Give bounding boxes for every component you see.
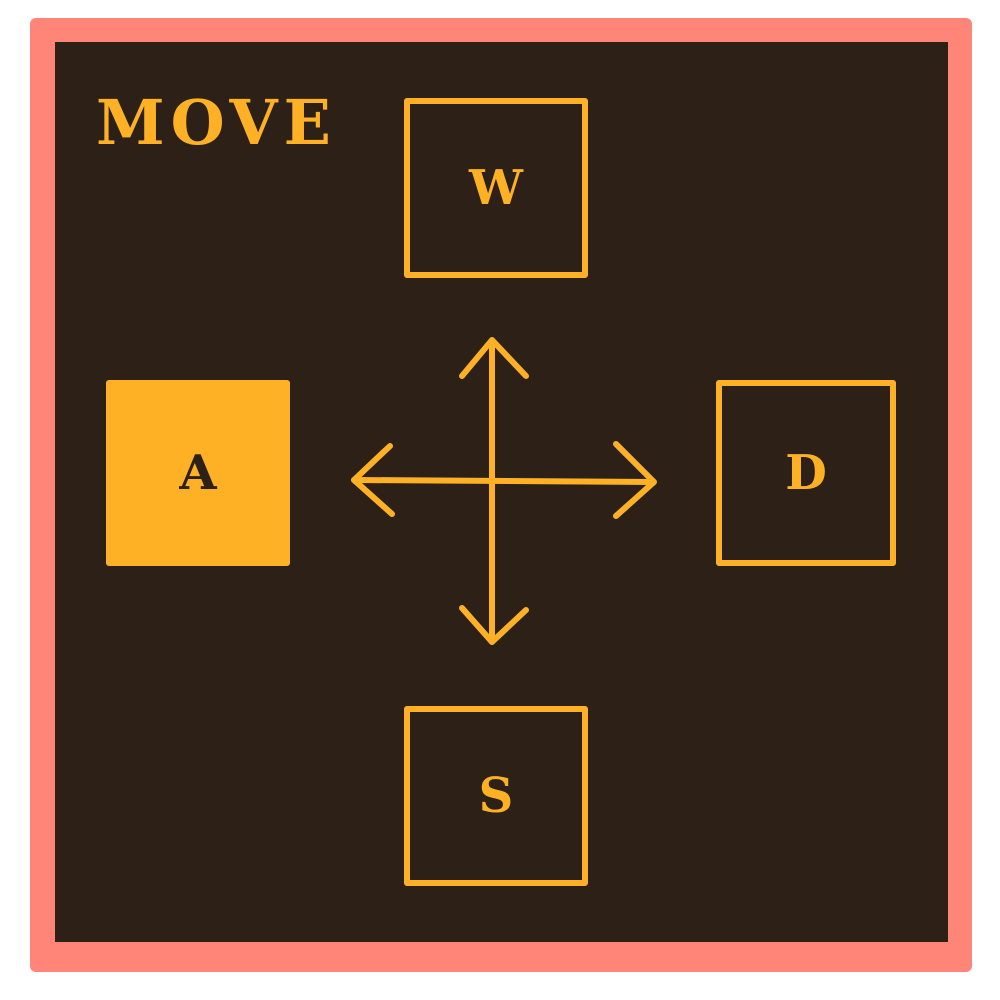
key-w-button[interactable]: W: [404, 98, 588, 278]
up-arrowhead: [459, 337, 529, 379]
move-title: MOVE: [96, 86, 337, 159]
horizontal-arrow-shaft: [351, 477, 655, 485]
four-way-arrows-icon: [351, 337, 657, 645]
key-d-button[interactable]: D: [716, 380, 896, 566]
right-arrowhead: [613, 441, 657, 519]
key-s-button[interactable]: S: [404, 706, 588, 886]
down-arrowhead: [459, 605, 529, 645]
key-a-button[interactable]: A: [106, 380, 290, 566]
left-arrowhead: [351, 443, 395, 517]
